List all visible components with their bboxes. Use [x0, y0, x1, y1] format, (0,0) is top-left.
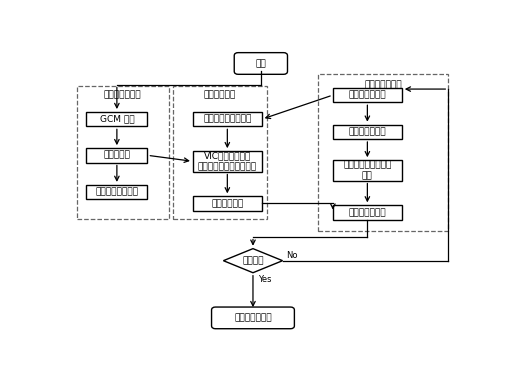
Bar — [87, 148, 148, 163]
FancyBboxPatch shape — [212, 307, 294, 329]
Bar — [87, 112, 148, 126]
Text: 天气发生器模块: 天气发生器模块 — [104, 91, 142, 100]
Bar — [333, 160, 402, 181]
Bar — [193, 151, 262, 172]
Text: 生成气候变化情景: 生成气候变化情景 — [95, 188, 138, 197]
Text: 优化调度图模块: 优化调度图模块 — [364, 80, 402, 89]
Text: 输出优化调度图: 输出优化调度图 — [234, 313, 272, 323]
Polygon shape — [223, 249, 282, 273]
Text: Yes: Yes — [258, 275, 271, 284]
Text: VIC预测入库径流
并验证水库库容（水位）: VIC预测入库径流 并验证水库库容（水位） — [198, 151, 257, 171]
Text: 调度图生成调度决策: 调度图生成调度决策 — [203, 115, 251, 124]
Bar — [333, 125, 402, 139]
FancyBboxPatch shape — [234, 53, 288, 74]
Text: 选择最优调度线: 选择最优调度线 — [349, 208, 386, 217]
Text: 生成新（初始）的调
度线: 生成新（初始）的调 度线 — [343, 160, 391, 180]
Text: No: No — [286, 251, 297, 260]
Bar — [333, 205, 402, 220]
Text: GCM 模型: GCM 模型 — [100, 115, 134, 124]
Bar — [193, 196, 262, 211]
Text: 生成变异调度线: 生成变异调度线 — [349, 91, 386, 100]
Text: 开始: 开始 — [256, 59, 266, 68]
Bar — [87, 185, 148, 199]
Bar — [193, 112, 262, 126]
Bar — [333, 88, 402, 102]
Text: 计算评价指标: 计算评价指标 — [211, 199, 243, 208]
Text: 交叉和变异算子: 交叉和变异算子 — [349, 127, 386, 136]
Text: 终止条件: 终止条件 — [242, 256, 264, 265]
Text: 水文模拟模块: 水文模拟模块 — [203, 91, 236, 100]
Bar — [77, 86, 169, 219]
Text: 降尺度方法: 降尺度方法 — [103, 151, 130, 160]
Bar — [173, 86, 267, 219]
Bar — [318, 74, 448, 231]
